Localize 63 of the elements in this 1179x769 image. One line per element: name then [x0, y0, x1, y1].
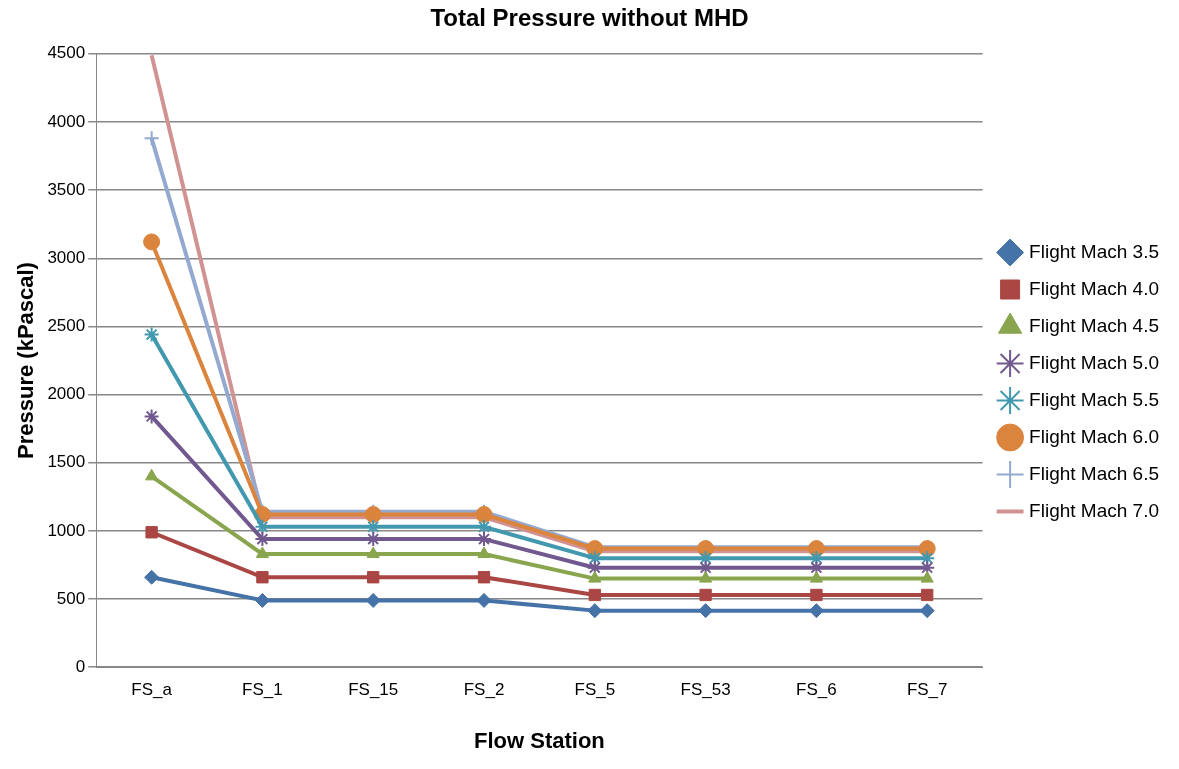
- x-tick-label: FS_5: [574, 680, 616, 700]
- x-tick-label: FS_a: [131, 680, 173, 700]
- x-axis-title: Flow Station: [474, 727, 605, 753]
- y-tick-label: 3500: [47, 179, 86, 199]
- y-tick-label: 1500: [47, 452, 86, 472]
- y-tick-label: 500: [56, 588, 86, 608]
- x-tick-label: FS_1: [242, 680, 283, 700]
- point: [810, 588, 823, 602]
- point: [699, 588, 712, 602]
- point: [477, 571, 491, 584]
- point: [365, 592, 381, 608]
- point: [919, 603, 935, 619]
- point: [476, 531, 493, 548]
- legend-label: Flight Mach 5.5: [1029, 388, 1160, 410]
- y-tick-label: 2500: [47, 316, 86, 336]
- point: [921, 588, 934, 602]
- y-tick-label: 2000: [47, 384, 86, 404]
- point: [699, 571, 713, 583]
- y-tick-label: 0: [75, 656, 86, 676]
- point: [254, 592, 270, 608]
- point: [475, 506, 493, 524]
- point: [143, 233, 161, 251]
- legend-label: Flight Mach 7.0: [1029, 499, 1160, 521]
- point: [256, 571, 269, 584]
- point: [145, 526, 158, 539]
- chart-title: Total Pressure without MHD: [430, 4, 749, 32]
- point: [364, 506, 382, 524]
- legend-label: Flight Mach 6.0: [1029, 425, 1160, 447]
- point: [367, 571, 380, 584]
- legend-label: Flight Mach 4.0: [1029, 277, 1160, 299]
- point: [143, 130, 160, 147]
- x-tick-label: FS_53: [680, 680, 731, 700]
- point: [145, 468, 159, 481]
- y-axis-title: Pressure (kPascal): [13, 262, 39, 459]
- point: [143, 408, 160, 425]
- point: [919, 559, 936, 576]
- legend-label: Flight Mach 4.5: [1029, 314, 1160, 336]
- x-tick-label: FS_15: [348, 680, 399, 700]
- y-tick-label: 1000: [47, 520, 86, 540]
- point: [255, 546, 269, 559]
- point: [476, 518, 493, 535]
- point: [588, 571, 602, 583]
- point: [920, 571, 934, 583]
- legend-label: Flight Mach 6.5: [1029, 462, 1160, 484]
- point: [588, 588, 601, 602]
- y-tick-label: 4500: [47, 43, 86, 63]
- point: [143, 326, 160, 343]
- y-tick-label: 4000: [47, 111, 86, 131]
- x-tick-label: FS_7: [906, 680, 948, 700]
- point: [698, 603, 714, 619]
- point: [144, 569, 160, 585]
- point: [586, 559, 603, 576]
- legend-label: Flight Mach 5.0: [1029, 351, 1160, 373]
- point: [587, 603, 603, 619]
- point: [476, 592, 492, 608]
- legend-label: Flight Mach 3.5: [1029, 240, 1160, 262]
- point: [477, 546, 491, 559]
- x-tick-label: FS_2: [463, 680, 505, 700]
- point: [809, 571, 823, 583]
- y-tick-label: 3000: [47, 247, 86, 267]
- x-tick-label: FS_6: [796, 680, 837, 700]
- point: [808, 603, 824, 619]
- point: [366, 546, 380, 559]
